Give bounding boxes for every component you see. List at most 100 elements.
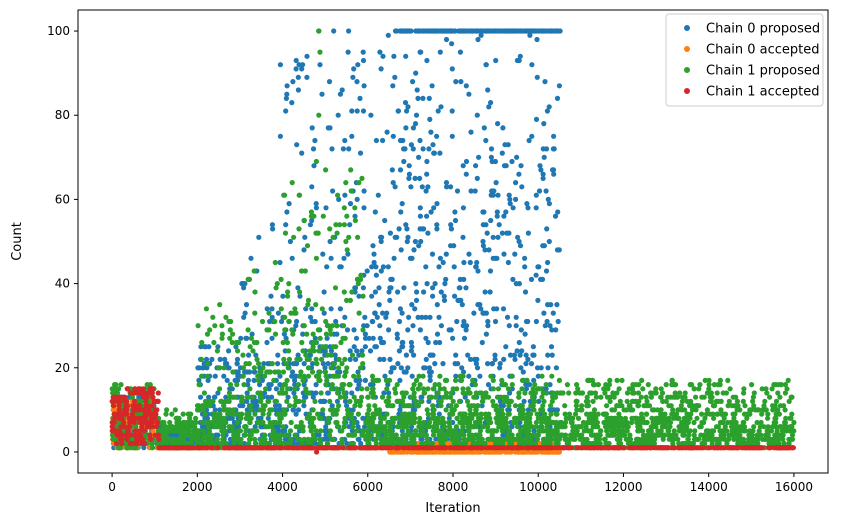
data-point — [426, 398, 432, 404]
data-point — [341, 255, 347, 261]
data-point — [313, 201, 319, 207]
data-point — [424, 171, 430, 177]
data-point — [287, 238, 293, 245]
data-point — [220, 436, 226, 442]
data-point — [452, 217, 459, 224]
data-point — [237, 403, 243, 409]
data-point — [390, 133, 396, 139]
data-point — [411, 352, 417, 358]
data-point — [437, 398, 443, 404]
data-point — [244, 407, 250, 413]
data-point — [408, 424, 415, 430]
data-point — [245, 394, 252, 400]
data-point — [260, 419, 266, 426]
data-point — [405, 365, 411, 371]
data-point — [198, 394, 204, 400]
data-point — [500, 415, 506, 421]
data-point — [163, 424, 169, 430]
data-point — [448, 222, 454, 228]
data-point — [292, 382, 298, 388]
data-point — [193, 419, 199, 426]
data-point — [481, 125, 487, 131]
data-point — [468, 449, 474, 455]
data-point — [499, 407, 505, 413]
data-point — [318, 390, 324, 396]
data-point — [554, 411, 560, 417]
data-point — [402, 436, 408, 442]
data-point — [557, 28, 563, 34]
data-point — [492, 352, 498, 358]
data-point — [301, 217, 307, 224]
data-point — [405, 428, 411, 434]
data-point — [520, 369, 526, 375]
data-point — [417, 205, 423, 211]
data-point — [282, 314, 288, 320]
data-point — [187, 440, 193, 447]
data-point — [485, 323, 491, 329]
data-point — [313, 158, 319, 165]
data-point — [511, 352, 517, 358]
data-point — [531, 428, 537, 434]
data-point — [523, 352, 529, 358]
data-point — [271, 419, 277, 426]
data-point — [193, 415, 199, 421]
data-point — [385, 382, 391, 388]
data-point — [506, 428, 512, 434]
data-point — [240, 352, 246, 358]
data-point — [328, 365, 334, 371]
data-point — [118, 382, 124, 388]
data-point — [408, 28, 414, 34]
data-point — [388, 369, 394, 375]
data-point — [392, 184, 398, 190]
data-point — [215, 390, 221, 396]
data-point — [508, 449, 514, 455]
data-point — [512, 403, 519, 409]
data-point — [476, 154, 482, 160]
data-point — [480, 209, 486, 215]
data-point — [496, 424, 502, 430]
data-point — [360, 293, 366, 299]
data-point — [347, 348, 353, 354]
data-point — [411, 247, 417, 253]
data-point — [742, 403, 748, 409]
data-point — [234, 382, 240, 388]
data-point — [231, 411, 237, 417]
data-point — [436, 264, 442, 270]
data-point — [556, 449, 562, 455]
data-point — [402, 146, 408, 152]
data-point — [392, 234, 398, 240]
data-point — [323, 331, 329, 337]
data-point — [280, 369, 287, 375]
data-point — [513, 196, 519, 202]
data-point — [396, 318, 403, 325]
data-point — [343, 180, 349, 186]
data-point — [519, 403, 525, 409]
data-point — [536, 264, 542, 270]
data-point — [329, 146, 335, 152]
data-point — [403, 125, 409, 131]
data-point — [497, 398, 503, 404]
data-point — [320, 251, 326, 257]
data-point — [390, 180, 396, 186]
data-point — [187, 432, 193, 438]
data-point — [472, 188, 478, 194]
data-point — [313, 230, 319, 236]
data-point — [471, 394, 477, 400]
data-point — [437, 255, 443, 261]
data-point — [515, 449, 521, 455]
data-point — [307, 352, 313, 358]
data-point — [301, 398, 307, 404]
data-point — [373, 264, 379, 270]
data-point — [491, 306, 497, 312]
data-point — [345, 49, 351, 55]
data-point — [463, 83, 469, 89]
data-point — [551, 133, 557, 139]
data-point — [417, 175, 423, 181]
data-point — [266, 310, 272, 316]
data-point — [341, 289, 347, 295]
data-point — [261, 361, 267, 367]
data-point — [276, 424, 282, 430]
data-point — [253, 352, 259, 358]
data-point — [445, 440, 451, 447]
data-point — [384, 386, 390, 392]
